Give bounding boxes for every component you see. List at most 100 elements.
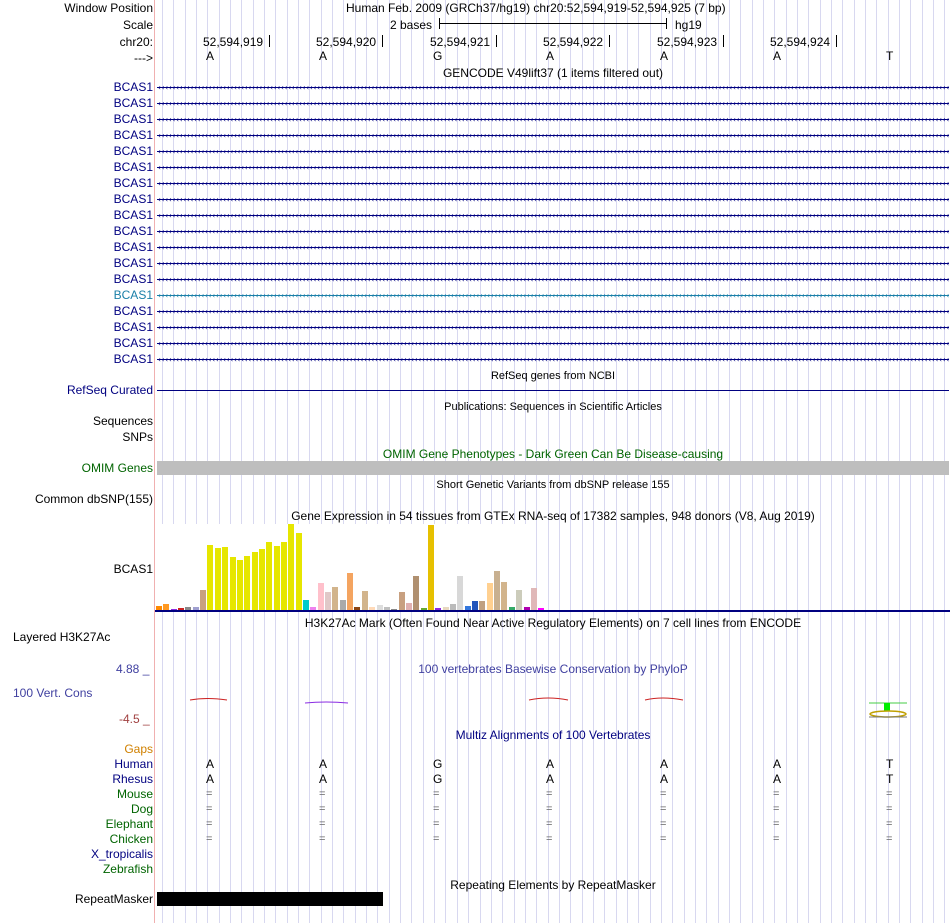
gencode-gene-label[interactable]: BCAS1 bbox=[113, 352, 153, 366]
gtex-tissue-bar[interactable] bbox=[361, 591, 368, 610]
gtex-tissue-bar[interactable] bbox=[347, 573, 354, 610]
gencode-gene-label[interactable]: BCAS1 bbox=[113, 240, 153, 254]
refseq-gene-line[interactable] bbox=[157, 390, 949, 391]
gtex-tissue-bar[interactable] bbox=[200, 590, 207, 610]
gencode-gene-label[interactable]: BCAS1 bbox=[113, 144, 153, 158]
species-label[interactable]: Chicken bbox=[109, 832, 153, 846]
gencode-transcript-line[interactable] bbox=[157, 359, 949, 360]
gtex-tissue-bar[interactable] bbox=[310, 607, 317, 610]
gencode-gene-label[interactable]: BCAS1 bbox=[113, 336, 153, 350]
gencode-transcript-line[interactable] bbox=[157, 199, 949, 200]
repeat-element-block[interactable] bbox=[157, 892, 383, 906]
gtex-tissue-bar[interactable] bbox=[420, 608, 427, 610]
gtex-tissue-bar[interactable] bbox=[236, 560, 243, 610]
h3k27ac-track-label[interactable]: Layered H3K27Ac bbox=[13, 630, 111, 644]
species-label[interactable]: Zebrafish bbox=[102, 862, 153, 876]
gencode-transcript-line[interactable] bbox=[157, 215, 949, 216]
gencode-transcript-line[interactable] bbox=[157, 327, 949, 328]
gencode-transcript-line[interactable] bbox=[157, 247, 949, 248]
conservation-graph[interactable] bbox=[155, 690, 950, 720]
gtex-tissue-bar[interactable] bbox=[442, 607, 449, 610]
species-label[interactable]: Mouse bbox=[116, 787, 153, 801]
gtex-tissue-bar[interactable] bbox=[450, 604, 456, 610]
gtex-tissue-bar[interactable] bbox=[258, 549, 265, 610]
snps-track-label[interactable]: SNPs bbox=[122, 430, 153, 444]
gtex-tissue-bar[interactable] bbox=[369, 607, 376, 610]
gtex-tissue-bar[interactable] bbox=[244, 556, 251, 610]
gtex-tissue-bar[interactable] bbox=[229, 557, 236, 610]
species-label[interactable]: Human bbox=[114, 757, 153, 771]
gtex-tissue-bar[interactable] bbox=[435, 608, 442, 610]
gaps-label[interactable]: Gaps bbox=[124, 742, 153, 756]
refseq-track-label[interactable]: RefSeq Curated bbox=[66, 383, 153, 397]
gtex-gene-label[interactable]: BCAS1 bbox=[113, 562, 153, 576]
gencode-transcript-line[interactable] bbox=[157, 295, 949, 296]
gencode-transcript-line[interactable] bbox=[157, 119, 949, 120]
gencode-transcript-line[interactable] bbox=[157, 279, 949, 280]
sequences-track-label[interactable]: Sequences bbox=[92, 414, 153, 428]
gencode-transcript-line[interactable] bbox=[157, 87, 949, 88]
gtex-tissue-bar[interactable] bbox=[288, 524, 295, 610]
species-label[interactable]: Rhesus bbox=[112, 772, 153, 786]
gencode-transcript-line[interactable] bbox=[157, 231, 949, 232]
gtex-tissue-bar[interactable] bbox=[332, 587, 339, 610]
gencode-gene-label[interactable]: BCAS1 bbox=[113, 112, 153, 126]
gencode-gene-label[interactable]: BCAS1 bbox=[113, 224, 153, 238]
gtex-tissue-bar[interactable] bbox=[398, 592, 405, 610]
gtex-tissue-bar[interactable] bbox=[192, 607, 199, 610]
gtex-tissue-bar[interactable] bbox=[523, 607, 530, 610]
omim-gene-bar[interactable] bbox=[157, 461, 949, 475]
gtex-tissue-bar[interactable] bbox=[339, 600, 346, 610]
gencode-gene-label[interactable]: BCAS1 bbox=[113, 256, 153, 270]
species-label[interactable]: X_tropicalis bbox=[90, 847, 153, 861]
gtex-tissue-bar[interactable] bbox=[486, 583, 493, 610]
gencode-transcript-line[interactable] bbox=[157, 167, 949, 168]
gencode-gene-label[interactable]: BCAS1 bbox=[113, 288, 153, 302]
dbsnp-track-label[interactable]: Common dbSNP(155) bbox=[34, 492, 153, 506]
species-label[interactable]: Dog bbox=[130, 802, 153, 816]
gencode-gene-label[interactable]: BCAS1 bbox=[113, 80, 153, 94]
gencode-transcript-line[interactable] bbox=[157, 135, 949, 136]
gtex-tissue-bar[interactable] bbox=[530, 588, 537, 610]
gtex-tissue-bar[interactable] bbox=[295, 533, 302, 610]
gencode-gene-label[interactable]: BCAS1 bbox=[113, 160, 153, 174]
gencode-gene-label[interactable]: BCAS1 bbox=[113, 176, 153, 190]
gtex-tissue-bar[interactable] bbox=[464, 606, 471, 610]
gtex-tissue-bar[interactable] bbox=[273, 546, 280, 610]
gtex-tissue-bar[interactable] bbox=[163, 604, 170, 610]
gencode-gene-label[interactable]: BCAS1 bbox=[113, 320, 153, 334]
gtex-tissue-bar[interactable] bbox=[303, 600, 309, 610]
gtex-tissue-bar[interactable] bbox=[325, 592, 331, 610]
gencode-gene-label[interactable]: BCAS1 bbox=[113, 272, 153, 286]
gtex-tissue-bar[interactable] bbox=[214, 548, 221, 610]
gtex-tissue-bar[interactable] bbox=[207, 545, 214, 610]
gtex-tissue-bar[interactable] bbox=[251, 552, 258, 610]
gtex-tissue-bar[interactable] bbox=[494, 571, 501, 610]
gtex-tissue-bar[interactable] bbox=[472, 601, 479, 610]
conservation-track-label[interactable]: 100 Vert. Cons bbox=[13, 686, 93, 700]
gencode-gene-label[interactable]: BCAS1 bbox=[113, 192, 153, 206]
gtex-tissue-bar[interactable] bbox=[501, 582, 508, 610]
repeatmasker-track-label[interactable]: RepeatMasker bbox=[74, 892, 153, 906]
gencode-gene-label[interactable]: BCAS1 bbox=[113, 128, 153, 142]
gtex-tissue-bar[interactable] bbox=[178, 608, 185, 610]
gencode-gene-label[interactable]: BCAS1 bbox=[113, 96, 153, 110]
gencode-transcript-line[interactable] bbox=[157, 151, 949, 152]
gencode-transcript-line[interactable] bbox=[157, 311, 949, 312]
gtex-tissue-bar[interactable] bbox=[383, 607, 390, 610]
gtex-tissue-bar[interactable] bbox=[317, 583, 324, 610]
gencode-gene-label[interactable]: BCAS1 bbox=[113, 304, 153, 318]
gtex-tissue-bar[interactable] bbox=[457, 576, 464, 610]
gtex-tissue-bar[interactable] bbox=[391, 609, 398, 610]
gtex-tissue-bar[interactable] bbox=[508, 607, 515, 610]
gtex-tissue-bar[interactable] bbox=[516, 590, 523, 610]
gencode-transcript-line[interactable] bbox=[157, 183, 949, 184]
gtex-tissue-bar[interactable] bbox=[156, 606, 162, 610]
gtex-tissue-bar[interactable] bbox=[427, 525, 434, 610]
gtex-tissue-bar[interactable] bbox=[185, 607, 192, 610]
gencode-transcript-line[interactable] bbox=[157, 343, 949, 344]
gtex-tissue-bar[interactable] bbox=[222, 547, 229, 610]
gtex-tissue-bar[interactable] bbox=[170, 609, 177, 610]
gencode-transcript-line[interactable] bbox=[157, 103, 949, 104]
